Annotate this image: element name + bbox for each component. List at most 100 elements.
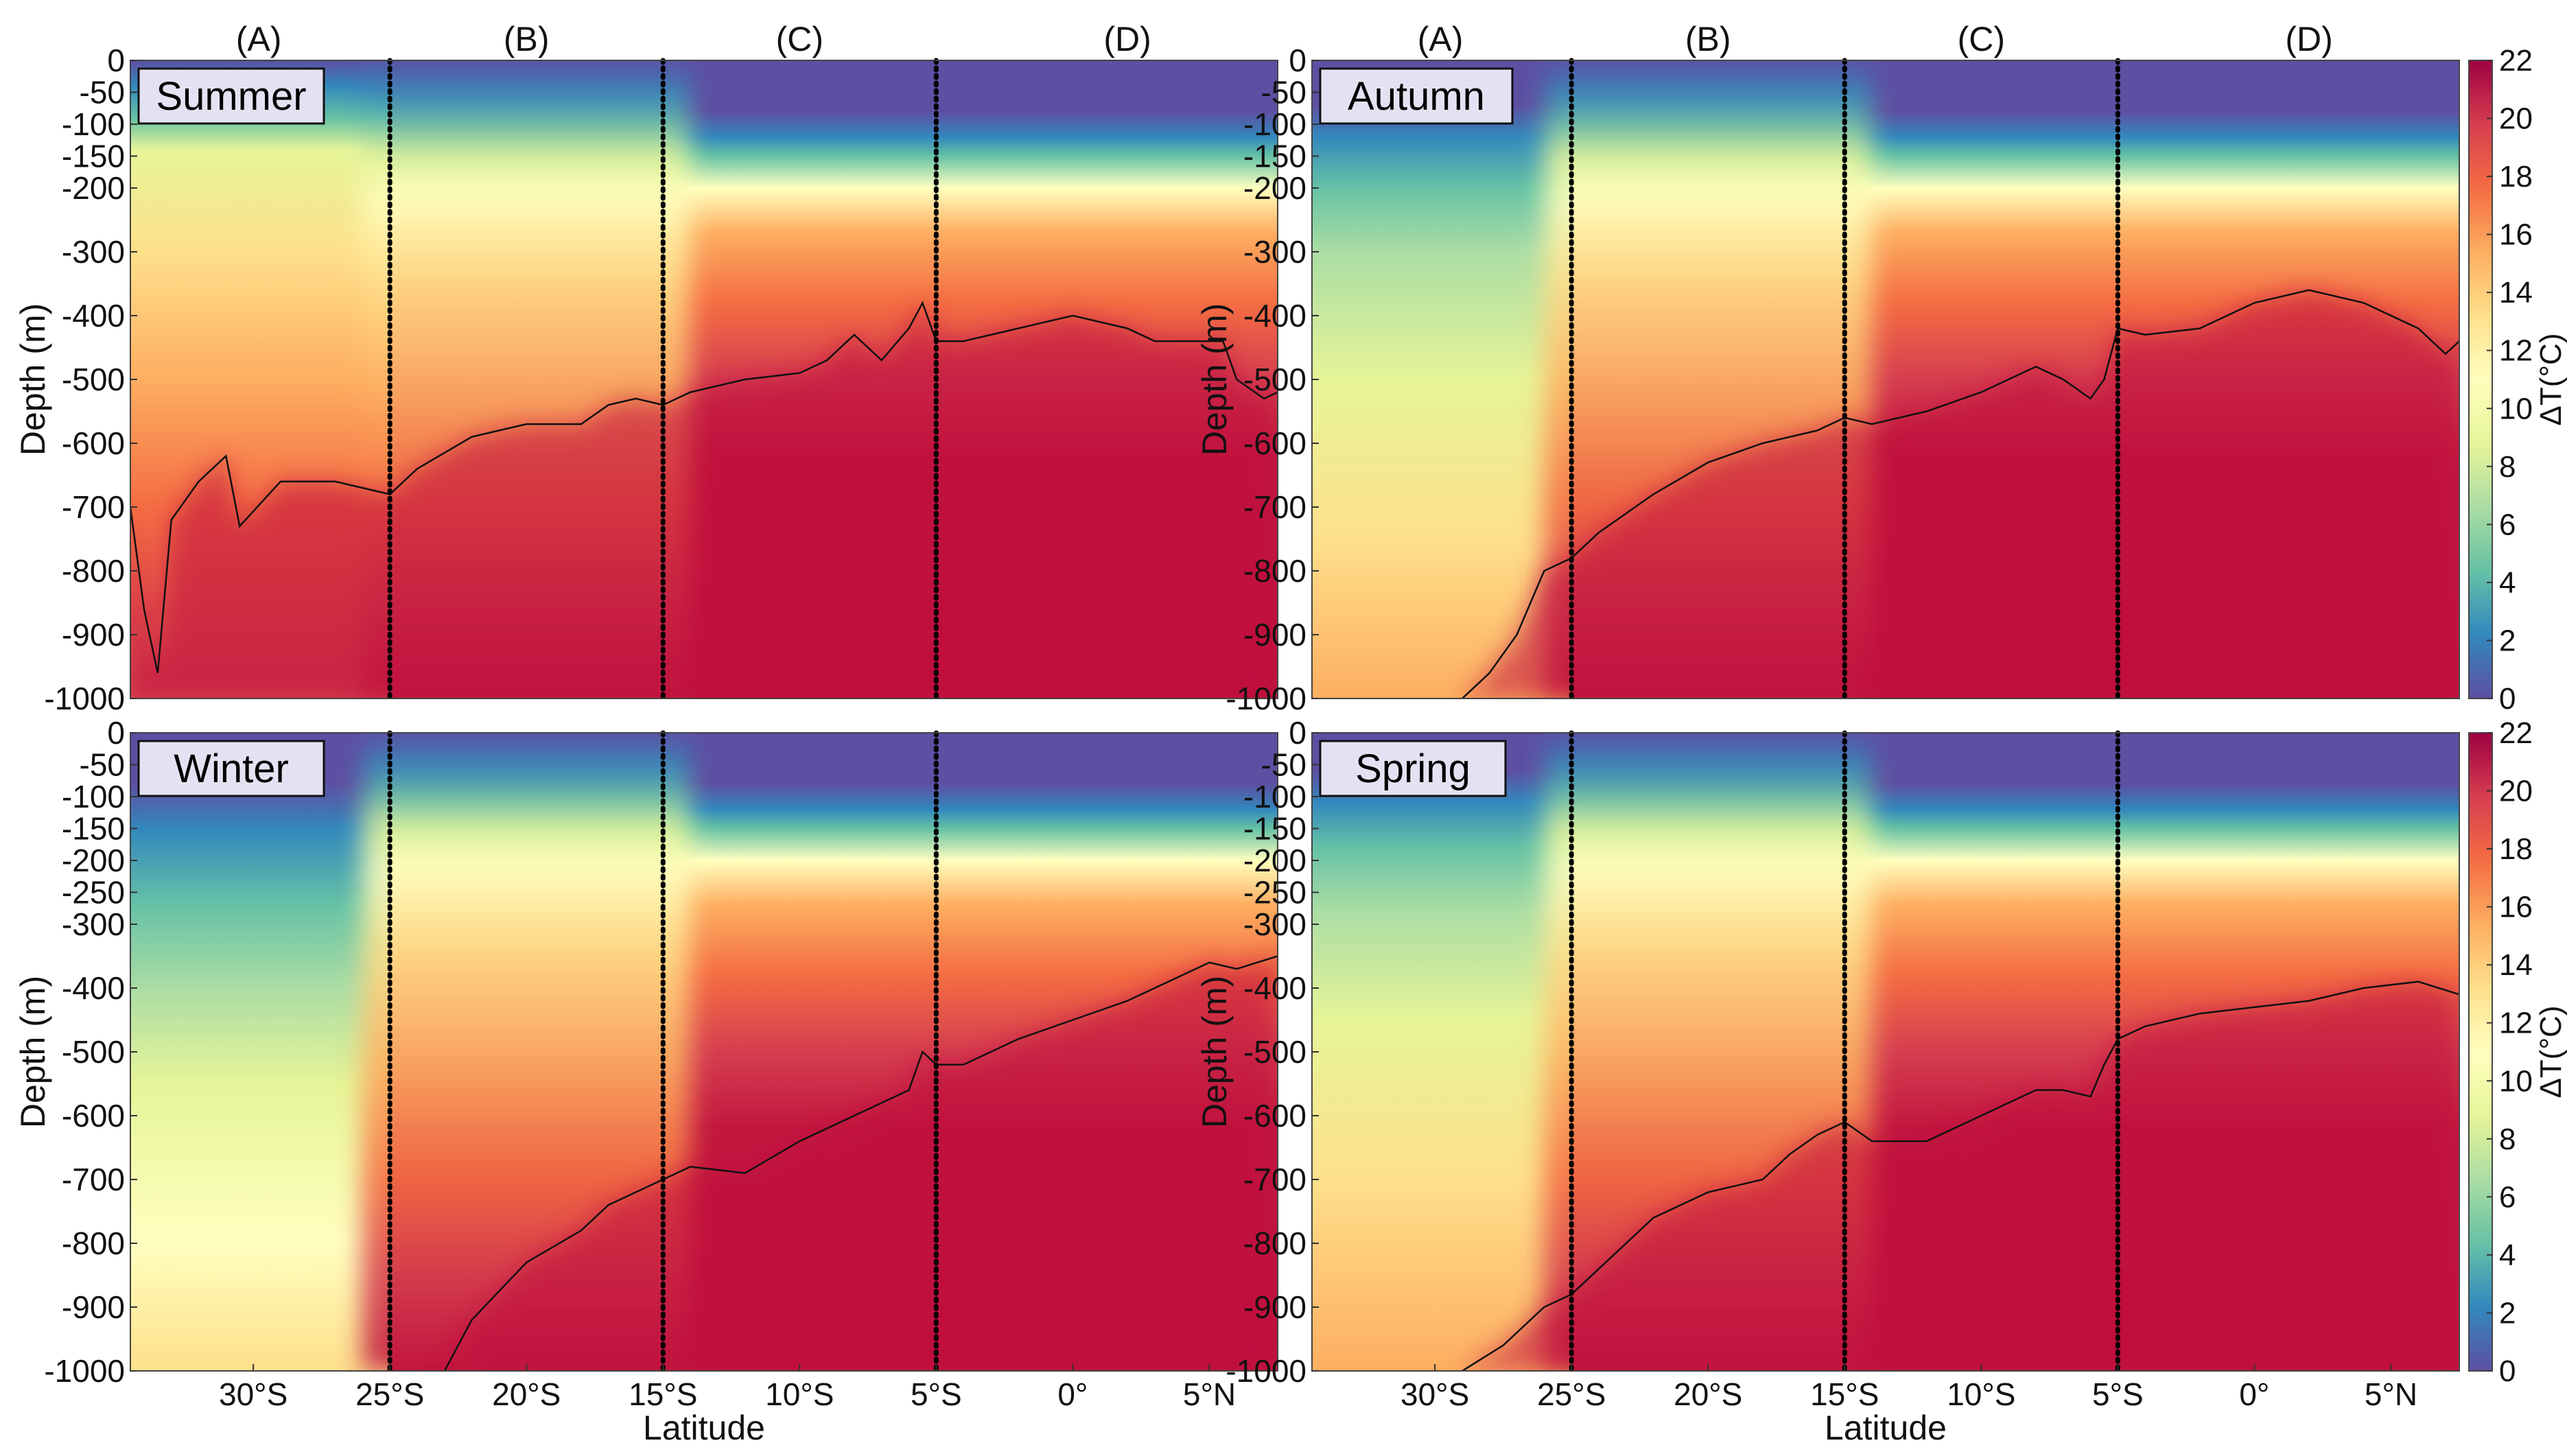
colorbar-tick-label: 14 [2499,948,2533,982]
y-tick-label: -900 [1243,617,1306,653]
season-label: Autumn [1348,74,1485,119]
region-label: (C) [1958,20,2005,58]
y-tick-label: -800 [62,1225,125,1261]
panel-spring: 0-50-100-150-200-250-300 -400 -500 -600 -700… [1195,715,2460,1447]
deep-layer [1462,981,2459,1371]
colorbar-tick-label: 2 [2499,1296,2516,1330]
y-tick-label: -200 [62,170,125,206]
region-a-field [1312,60,1572,698]
colorbar-tick-label: 22 [2499,44,2533,78]
colorbar-tick-label: 20 [2499,102,2533,136]
y-tick-label: 0 [1289,43,1306,78]
y-tick-label: -150 [1243,139,1306,174]
x-tick-label: 25°S [355,1376,424,1412]
colorbar-tick-label: 22 [2499,716,2533,750]
colorbar-tick-label: 12 [2499,334,2533,368]
colorbar-label: ΔT(°C) [2534,333,2567,426]
y-tick-label: -50 [80,747,125,783]
y-tick-label: -50 [80,75,125,110]
colorbar-tick-label: 0 [2499,1354,2516,1388]
colorbar-label: ΔT(°C) [2534,1006,2567,1099]
colorbar-tick-label: 18 [2499,832,2533,866]
x-tick-label: 20°S [492,1376,561,1412]
y-tick-label: 0 [107,715,125,751]
y-tick-label: -400 [1243,298,1306,333]
heatmap-field [1312,60,2459,698]
x-tick-label: 5°N [1183,1376,1236,1412]
colorbar-0: 0 2 4 6 8 10 12 14 16 18 20 22 ΔT(°C) [2468,44,2567,716]
colorbar-tick-label: 0 [2499,682,2516,716]
x-tick-label: 20°S [1674,1376,1742,1412]
y-tick-label: -1000 [1226,681,1306,716]
region-label: (B) [1685,20,1731,58]
y-tick-label: 0 [107,43,125,78]
x-tick-label: 30°S [1400,1376,1469,1412]
y-axis-label: Depth (m) [1195,976,1234,1128]
y-tick-label: -400 [62,298,125,333]
region-label: (D) [2285,20,2332,58]
x-tick-label: 5°S [911,1376,962,1412]
y-tick-label: -900 [1243,1289,1306,1325]
y-tick-label: -200 [1243,843,1306,878]
x-axis-label: Latitude [643,1409,765,1447]
y-tick-label: -600 [62,1098,125,1134]
colorbar-tick-label: 16 [2499,218,2533,252]
y-tick-label: -900 [62,1289,125,1325]
y-tick-label: -900 [62,617,125,653]
x-tick-label: 5°S [2092,1376,2144,1412]
y-tick-label: -800 [62,553,125,589]
x-tick-label: 10°S [1947,1376,2015,1412]
y-tick-label: -700 [1243,489,1306,525]
y-tick-label: -150 [1243,811,1306,847]
y-tick-label: -250 [62,875,125,911]
y-tick-label: -200 [62,843,125,878]
y-tick-label: -100 [62,779,125,814]
y-tick-label: -800 [1243,1225,1306,1261]
y-tick-label: -300 [1243,234,1306,270]
deep-layer [1462,290,2459,698]
y-tick-label: -300 [62,906,125,942]
colorbar-tick-label: 10 [2499,1064,2533,1098]
colorbar-tick-label: 10 [2499,392,2533,425]
y-tick-label: -100 [1243,779,1306,814]
y-tick-label: -500 [1243,1034,1306,1070]
colorbar-tick-label: 18 [2499,160,2533,193]
colorbar-tick-label: 20 [2499,775,2533,808]
heatmap-field [130,60,1278,698]
y-tick-label: -500 [1243,362,1306,397]
colorbar-tick-label: 8 [2499,1123,2516,1156]
y-tick-label: -300 [62,234,125,270]
y-tick-label: -600 [1243,425,1306,461]
colorbar-tick-label: 16 [2499,891,2533,924]
colorbar-tick-label: 12 [2499,1007,2533,1040]
y-tick-label: -1000 [44,681,125,716]
region-label: (A) [1418,20,1464,58]
season-label: Summer [156,74,306,119]
region-label: (D) [1103,20,1151,58]
x-tick-label: 5°N [2365,1376,2417,1412]
y-tick-label: -200 [1243,170,1306,206]
heatmap-field [1312,733,2459,1371]
y-tick-label: -400 [1243,970,1306,1006]
x-tick-label: 0° [1057,1376,1088,1412]
season-label: Winter [174,747,289,791]
x-tick-label: 15°S [1810,1376,1879,1412]
x-tick-label: 25°S [1537,1376,1606,1412]
colorbar-tick-label: 14 [2499,276,2533,309]
y-tick-label: -300 [1243,906,1306,942]
deep-layer [130,303,1278,698]
colorbar-1: 0 2 4 6 8 10 12 14 16 18 20 22 ΔT(°C) [2468,716,2567,1388]
x-tick-label: 0° [2239,1376,2269,1412]
region-label: (A) [236,20,282,58]
season-label-box [137,740,325,797]
panel-autumn: 0-50-100-150-200 -300 -400 -500 -600 -700 -800… [1195,20,2460,716]
y-tick-label: -700 [1243,1162,1306,1197]
y-tick-label: -50 [1261,75,1306,110]
x-tick-label: 30°S [219,1376,288,1412]
colorbar-tick-label: 8 [2499,450,2516,484]
colorbar-tick-label: 2 [2499,624,2516,657]
y-tick-label: -600 [1243,1098,1306,1134]
colorbar-gradient [2468,732,2493,1372]
y-tick-label: -100 [1243,106,1306,142]
season-label-box [137,67,325,125]
